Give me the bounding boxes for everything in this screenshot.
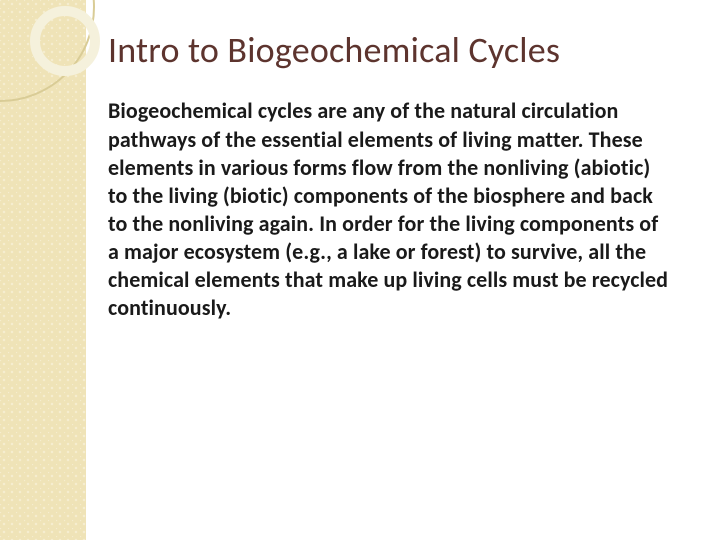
slide-title: Intro to Biogeochemical Cycles bbox=[108, 30, 672, 71]
slide-content: Intro to Biogeochemical Cycles Biogeoche… bbox=[108, 0, 700, 540]
slide-body-text: Biogeochemical cycles are any of the nat… bbox=[108, 97, 672, 322]
decorative-ring-inner bbox=[30, 6, 100, 76]
